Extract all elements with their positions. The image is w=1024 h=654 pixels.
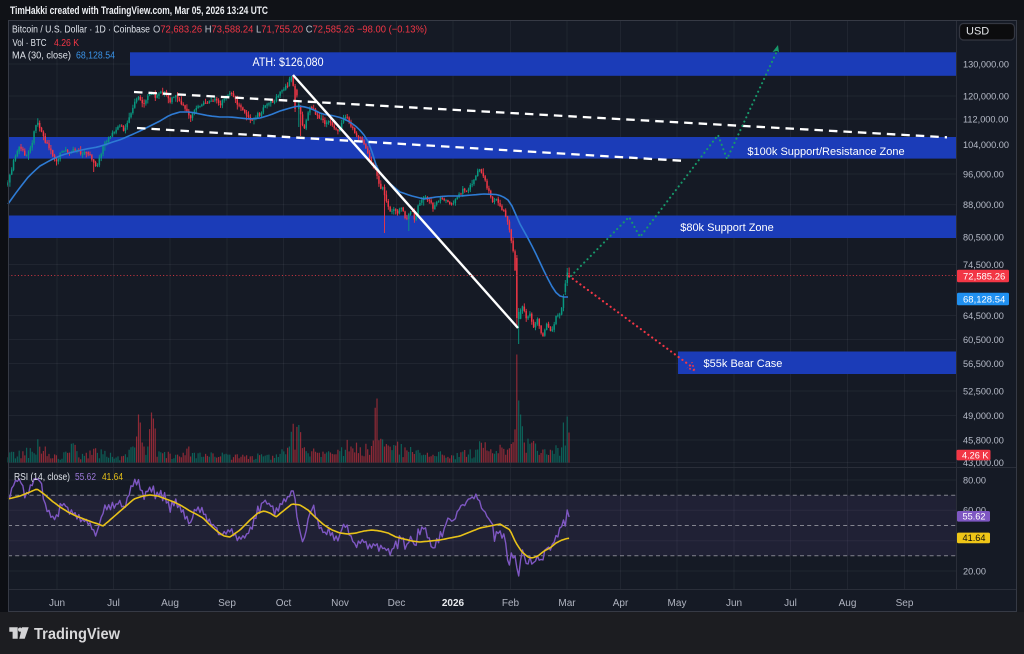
svg-text:Sep: Sep: [218, 598, 236, 609]
svg-text:55.62: 55.62: [75, 472, 96, 483]
svg-text:60,500.00: 60,500.00: [963, 335, 1004, 345]
svg-text:USD: USD: [966, 26, 989, 38]
svg-text:49,000.00: 49,000.00: [963, 411, 1004, 421]
svg-text:41.64: 41.64: [102, 472, 123, 483]
svg-text:Mar: Mar: [558, 598, 576, 609]
svg-text:120,000.00: 120,000.00: [963, 91, 1009, 101]
svg-text:May: May: [668, 598, 687, 609]
svg-text:55.62: 55.62: [963, 512, 986, 522]
svg-text:TradingView: TradingView: [34, 626, 121, 643]
svg-text:41.64: 41.64: [963, 533, 986, 543]
svg-text:96,000.00: 96,000.00: [963, 169, 1004, 179]
svg-text:Jun: Jun: [49, 598, 65, 609]
svg-text:Oct: Oct: [276, 598, 292, 609]
svg-text:130,000.00: 130,000.00: [963, 59, 1009, 69]
svg-text:$100k Support/Resistance Zone: $100k Support/Resistance Zone: [747, 146, 904, 158]
svg-text:4.26 K: 4.26 K: [54, 38, 79, 49]
svg-text:ATH: $126,080: ATH: $126,080: [253, 55, 324, 69]
svg-text:Jun: Jun: [726, 598, 742, 609]
svg-text:TimHakki created with TradingV: TimHakki created with TradingView.com, M…: [10, 5, 268, 17]
svg-text:$80k Support Zone: $80k Support Zone: [680, 222, 774, 234]
svg-text:Dec: Dec: [388, 598, 406, 609]
svg-text:60.00: 60.00: [963, 506, 986, 516]
svg-text:56,500.00: 56,500.00: [963, 359, 1004, 369]
svg-text:80.00: 80.00: [963, 475, 986, 485]
svg-text:Nov: Nov: [331, 598, 349, 609]
svg-text:Jul: Jul: [107, 598, 120, 609]
svg-text:Bitcoin / U.S. Dollar · 1D · C: Bitcoin / U.S. Dollar · 1D · Coinbase: [12, 25, 150, 36]
svg-text:88,000.00: 88,000.00: [963, 200, 1004, 210]
svg-text:72,585.26: 72,585.26: [963, 271, 1005, 282]
svg-text:20.00: 20.00: [963, 566, 986, 576]
svg-text:112,000.00: 112,000.00: [963, 114, 1008, 124]
svg-text:MA (30, close): MA (30, close): [12, 51, 71, 62]
svg-text:$55k Bear Case: $55k Bear Case: [704, 358, 783, 370]
svg-text:2026: 2026: [442, 598, 465, 609]
svg-text:Vol · BTC: Vol · BTC: [13, 38, 47, 49]
svg-text:104,000.00: 104,000.00: [963, 140, 1009, 150]
svg-text:Jul: Jul: [784, 598, 797, 609]
svg-text:45,800.00: 45,800.00: [963, 435, 1004, 445]
svg-text:RSI (14, close): RSI (14, close): [14, 472, 70, 483]
svg-text:O72,683.26 H73,588.24 L71,755.: O72,683.26 H73,588.24 L71,755.20 C72,585…: [153, 25, 427, 36]
svg-text:43,000.00: 43,000.00: [963, 458, 1004, 468]
svg-text:Aug: Aug: [161, 598, 179, 609]
svg-text:Apr: Apr: [613, 598, 629, 609]
svg-text:74,500.00: 74,500.00: [963, 260, 1004, 270]
svg-text:64,500.00: 64,500.00: [963, 311, 1004, 321]
svg-text:68,128.54: 68,128.54: [963, 294, 1005, 305]
svg-text:4.26 K: 4.26 K: [962, 450, 989, 460]
svg-text:Sep: Sep: [896, 598, 914, 609]
svg-text:80,500.00: 80,500.00: [963, 232, 1004, 242]
svg-text:Aug: Aug: [839, 598, 857, 609]
svg-text:Feb: Feb: [502, 598, 520, 609]
svg-text:68,128.54: 68,128.54: [76, 51, 115, 62]
svg-text:52,500.00: 52,500.00: [963, 386, 1004, 396]
